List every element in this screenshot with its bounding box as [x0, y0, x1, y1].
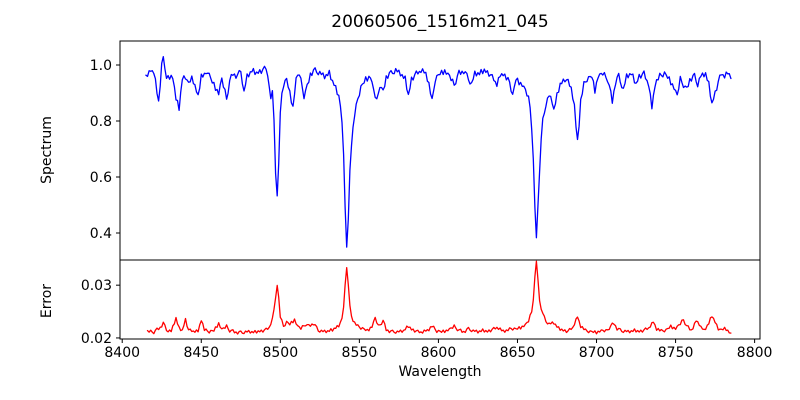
x-tick-label: 8600: [421, 345, 457, 361]
x-tick-label: 8800: [737, 345, 773, 361]
y-axis-label-spectrum: Spectrum: [39, 116, 55, 184]
x-tick-label: 8500: [262, 345, 298, 361]
x-tick-label: 8450: [183, 345, 219, 361]
x-tick-label: 8550: [342, 345, 378, 361]
y-axis-label-error: Error: [39, 283, 55, 319]
axes-border: [119, 259, 761, 340]
plot-title: 20060506_1516m21_045: [331, 12, 549, 32]
y-tick-label: 0.4: [90, 226, 112, 242]
x-tick-label: 8400: [104, 345, 140, 361]
error-line: [146, 260, 732, 335]
y-tick-label: 0.8: [90, 114, 112, 130]
y-tick-label: 0.6: [90, 170, 112, 186]
x-tick-label: 8650: [500, 345, 536, 361]
x-axis-label: Wavelength: [398, 364, 482, 380]
y-tick-label: 0.03: [81, 278, 112, 294]
x-tick-label: 8700: [579, 345, 615, 361]
y-tick-label: 1.0: [90, 58, 112, 74]
x-tick-label: 8750: [658, 345, 694, 361]
spectrum-line: [145, 55, 732, 248]
y-tick-label: 0.02: [81, 331, 112, 347]
